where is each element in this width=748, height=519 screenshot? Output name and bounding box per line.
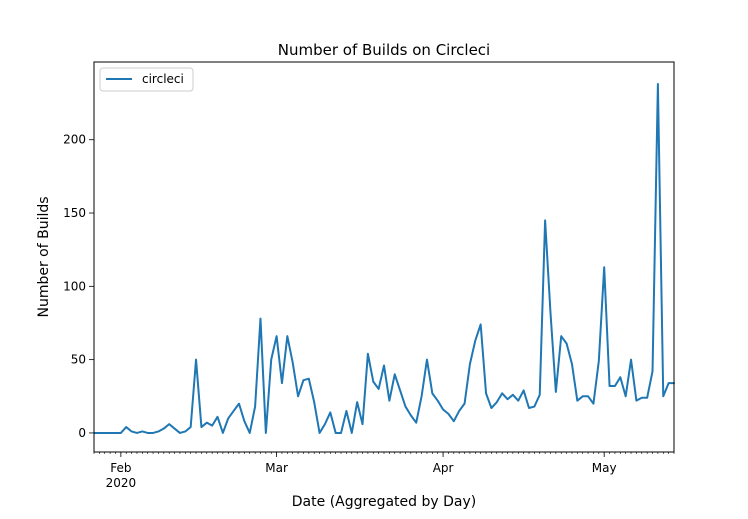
y-tick-label: 0: [78, 426, 86, 440]
x-tick-sublabel: 2020: [106, 476, 137, 490]
legend-label-circleci: circleci: [142, 72, 184, 86]
x-tick-label: Mar: [265, 461, 288, 475]
y-tick-label: 150: [63, 206, 86, 220]
x-tick-label: May: [592, 461, 617, 475]
y-tick-label: 50: [71, 353, 86, 367]
y-tick-label: 100: [63, 279, 86, 293]
legend: circleci: [100, 68, 193, 91]
x-tick-label: Feb: [110, 461, 131, 475]
chart-title: Number of Builds on Circleci: [278, 41, 490, 59]
x-tick-label: Apr: [433, 461, 454, 475]
y-axis-label: Number of Builds: [36, 196, 52, 317]
y-tick-label: 200: [63, 133, 86, 147]
x-axis-label: Date (Aggregated by Day): [292, 494, 476, 510]
